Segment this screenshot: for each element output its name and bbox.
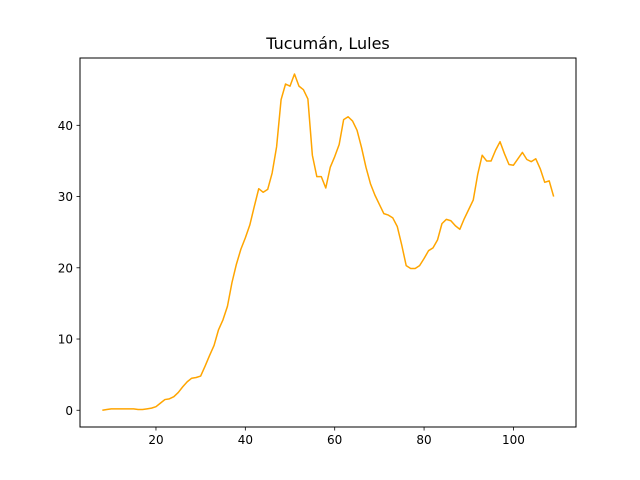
x-tick-label: 100 (502, 433, 525, 447)
y-tick-label: 0 (65, 404, 73, 418)
x-tick-label: 80 (416, 433, 431, 447)
x-axis: 20 40 60 80 100 (148, 427, 525, 447)
x-tick-label: 60 (327, 433, 342, 447)
y-tick-label: 10 (58, 333, 73, 347)
series-line-0 (102, 73, 555, 412)
chart-title: Tucumán, Lules (265, 34, 390, 53)
y-axis: 0 10 20 30 40 (58, 119, 80, 418)
x-tick-label: 20 (148, 433, 163, 447)
y-tick-label: 40 (58, 119, 73, 133)
y-tick-label: 30 (58, 190, 73, 204)
y-tick-label: 20 (58, 261, 73, 275)
x-tick-label: 40 (238, 433, 253, 447)
plot-frame (79, 57, 577, 428)
plot-area (102, 73, 555, 412)
